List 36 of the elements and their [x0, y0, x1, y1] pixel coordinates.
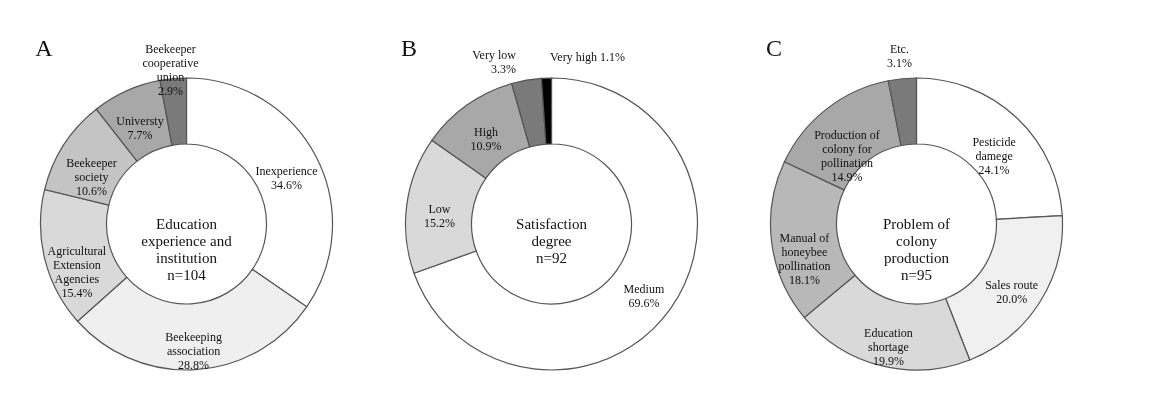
slice-label: Manual of honeybee pollination [778, 231, 831, 274]
slice-label: Beekeeping association [165, 329, 222, 358]
data-label: 34.6% [271, 178, 303, 193]
slice-label: Very high 1.1% [549, 50, 625, 65]
data-label: 15.2% [424, 215, 455, 230]
slice-label: Inexperience [255, 164, 318, 179]
data-label: 2.9% [157, 83, 183, 98]
data-label: 10.6% [75, 183, 107, 198]
slice-label: Low [428, 201, 451, 216]
data-label: 10.9% [470, 138, 502, 153]
slice-label: Pesticide damege [972, 134, 1016, 163]
data-label: 69.6% [628, 296, 660, 311]
slice-label: Education shortage [864, 326, 913, 355]
data-label: 28.8% [178, 357, 210, 372]
text: n=104 [167, 267, 207, 283]
chart-title: A [35, 35, 54, 61]
slice-label: Medium [623, 282, 665, 297]
slice-label: Sales route [985, 277, 1039, 292]
data-label: 3.3% [490, 61, 516, 76]
data-label: 19.9% [872, 354, 904, 369]
slice-label: Agricultural Extension Agencies [47, 244, 107, 287]
data-label: 7.7% [127, 128, 153, 143]
chart-title: C [765, 35, 783, 61]
slice-label: Beekeeper society [66, 155, 117, 184]
text: n=92 [536, 250, 567, 266]
data-label: 20.0% [996, 291, 1028, 306]
chart-title: B [400, 35, 418, 61]
slice-label: Universty [116, 114, 164, 129]
data-label: 24.1% [978, 162, 1010, 177]
slice-label: High [474, 124, 498, 139]
data-label: 3.1% [886, 55, 912, 70]
slice-label: Very low [472, 47, 517, 62]
data-label: 18.1% [788, 273, 820, 288]
slice-label: Etc. [889, 41, 909, 56]
data-label: 15.4% [61, 286, 93, 301]
text: n=95 [901, 267, 932, 283]
